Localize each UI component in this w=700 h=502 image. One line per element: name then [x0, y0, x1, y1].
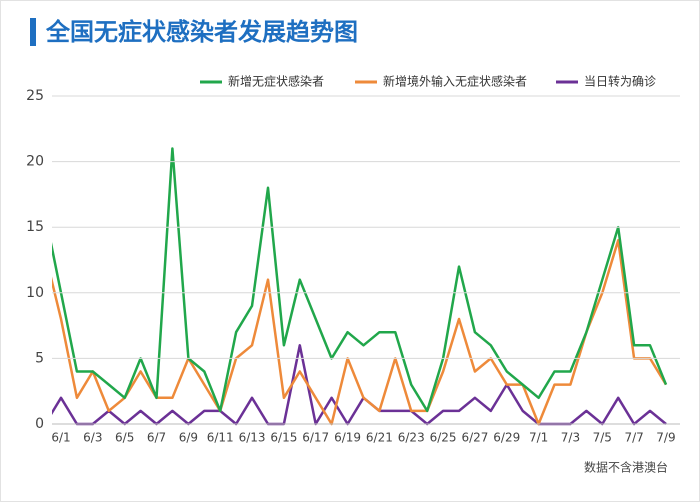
x-tick-label: 7/1 [529, 431, 548, 445]
series-line [52, 147, 668, 413]
x-tick-label: 6/1 [51, 431, 70, 445]
x-tick-label: 6/19 [334, 431, 361, 445]
y-tick-label: 5 [35, 350, 44, 366]
legend-label: 新增境外输入无症状感染者 [383, 74, 527, 89]
y-tick-label: 0 [35, 416, 44, 432]
legend-label: 新增无症状感染者 [228, 74, 324, 89]
x-tick-label: 7/3 [561, 431, 580, 445]
x-tick-label: 6/3 [83, 431, 102, 445]
x-tick-label: 6/7 [147, 431, 166, 445]
title-bar [30, 18, 36, 46]
x-tick-label: 7/9 [656, 431, 675, 445]
x-tick-label: 6/21 [366, 431, 393, 445]
legend-label: 当日转为确诊 [584, 74, 656, 89]
x-tick-label: 6/13 [239, 431, 266, 445]
y-tick-label: 15 [26, 219, 44, 235]
x-tick-label: 6/23 [398, 431, 425, 445]
y-tick-label: 20 [26, 154, 44, 170]
x-tick-label: 6/27 [461, 431, 488, 445]
x-tick-label: 6/29 [493, 431, 520, 445]
x-tick-label: 7/5 [593, 431, 612, 445]
x-tick-label: 6/15 [270, 431, 297, 445]
x-tick-label: 6/11 [207, 431, 234, 445]
y-tick-label: 10 [26, 285, 44, 301]
x-tick-label: 6/25 [430, 431, 457, 445]
x-tick-label: 7/7 [624, 431, 643, 445]
chart-title: 全国无症状感染者发展趋势图 [45, 18, 358, 46]
note: 数据不含港澳台 [584, 460, 668, 475]
x-tick-label: 6/17 [302, 431, 329, 445]
x-tick-label: 6/9 [179, 431, 198, 445]
y-tick-label: 25 [26, 88, 44, 104]
series-line [52, 239, 668, 426]
x-tick-label: 6/5 [115, 431, 134, 445]
